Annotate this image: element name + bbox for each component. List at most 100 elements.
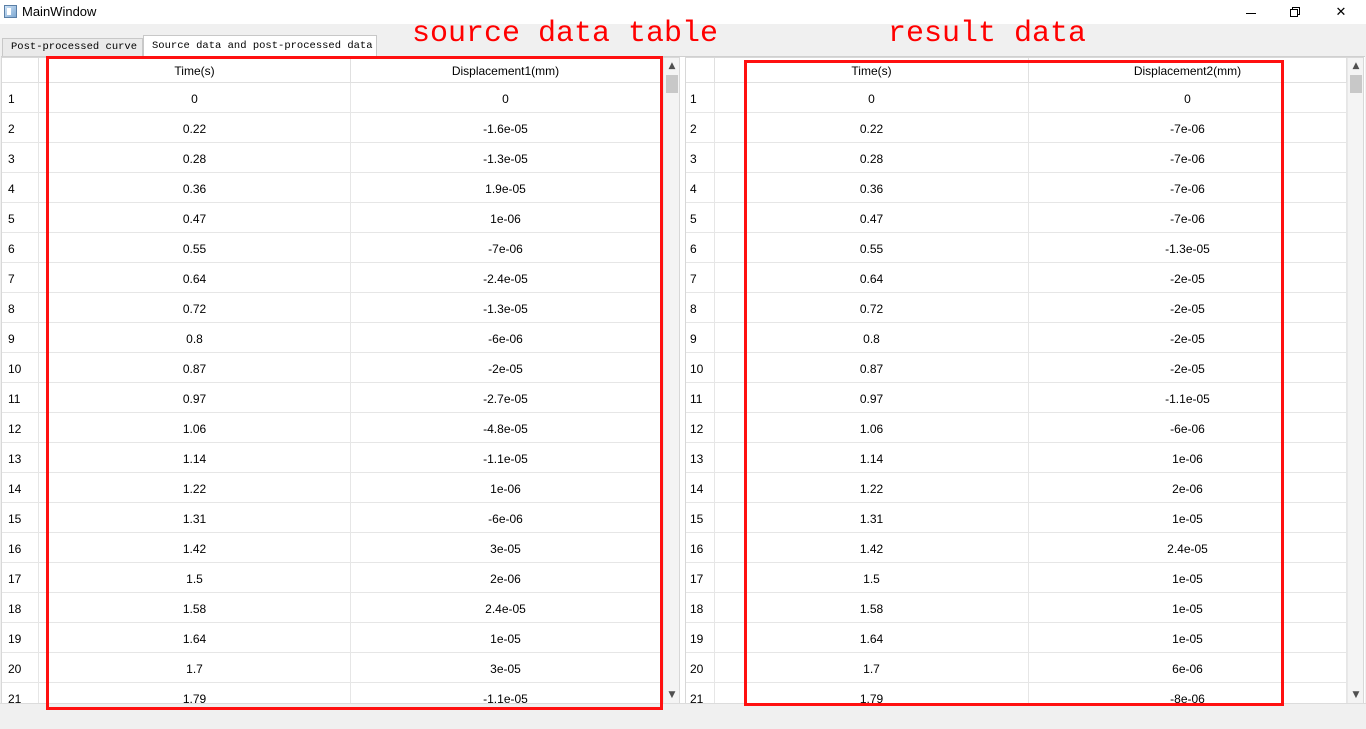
table-row[interactable]: 11 0.97 -1.1e-05 [686, 383, 1347, 413]
table-row[interactable]: 17 1.5 1e-05 [686, 563, 1347, 593]
row-number[interactable]: 10 [2, 353, 39, 383]
cell-displacement[interactable]: -1.3e-05 [351, 143, 661, 173]
cell-displacement[interactable]: -1.1e-05 [1029, 383, 1347, 413]
cell-displacement[interactable]: 1e-06 [351, 203, 661, 233]
cell-displacement[interactable]: 6e-06 [1029, 653, 1347, 683]
row-number[interactable]: 12 [686, 413, 715, 443]
row-number[interactable]: 18 [686, 593, 715, 623]
cell-time[interactable]: 1.64 [39, 623, 351, 653]
table-row[interactable]: 13 1.14 1e-06 [686, 443, 1347, 473]
table-row[interactable]: 11 0.97 -2.7e-05 [2, 383, 663, 413]
row-number[interactable]: 2 [2, 113, 39, 143]
cell-time[interactable]: 0.87 [39, 353, 351, 383]
row-number[interactable]: 6 [686, 233, 715, 263]
cell-time[interactable]: 1.06 [715, 413, 1029, 443]
table-row[interactable]: 18 1.58 1e-05 [686, 593, 1347, 623]
table-row[interactable]: 6 0.55 -7e-06 [2, 233, 663, 263]
table-row[interactable]: 8 0.72 -1.3e-05 [2, 293, 663, 323]
cell-displacement[interactable]: 2e-06 [1029, 473, 1347, 503]
cell-displacement[interactable]: 2e-06 [351, 563, 661, 593]
table-row[interactable]: 3 0.28 -7e-06 [686, 143, 1347, 173]
cell-time[interactable]: 0.47 [715, 203, 1029, 233]
row-number[interactable]: 3 [2, 143, 39, 173]
table-row[interactable]: 6 0.55 -1.3e-05 [686, 233, 1347, 263]
cell-time[interactable]: 1.22 [39, 473, 351, 503]
cell-time[interactable]: 1.79 [39, 683, 351, 703]
row-number[interactable]: 10 [686, 353, 715, 383]
result-vertical-scrollbar[interactable]: ▲ ▼ [1347, 58, 1363, 703]
table-row[interactable]: 9 0.8 -2e-05 [686, 323, 1347, 353]
cell-time[interactable]: 0.64 [39, 263, 351, 293]
column-header-displacement2[interactable]: Displacement2(mm) [1029, 58, 1347, 83]
cell-time[interactable]: 0.87 [715, 353, 1029, 383]
row-number[interactable]: 17 [686, 563, 715, 593]
row-number[interactable]: 13 [686, 443, 715, 473]
table-row[interactable]: 2 0.22 -1.6e-05 [2, 113, 663, 143]
cell-time[interactable]: 1.5 [715, 563, 1029, 593]
scroll-down-icon[interactable]: ▼ [668, 690, 676, 700]
table-row[interactable]: 10 0.87 -2e-05 [2, 353, 663, 383]
table-row[interactable]: 14 1.22 2e-06 [686, 473, 1347, 503]
cell-time[interactable]: 1.58 [715, 593, 1029, 623]
row-number[interactable]: 15 [2, 503, 39, 533]
table-row[interactable]: 16 1.42 2.4e-05 [686, 533, 1347, 563]
row-number[interactable]: 13 [2, 443, 39, 473]
table-row[interactable]: 20 1.7 3e-05 [2, 653, 663, 683]
row-number[interactable]: 4 [2, 173, 39, 203]
cell-time[interactable]: 0.8 [39, 323, 351, 353]
table-row[interactable]: 2 0.22 -7e-06 [686, 113, 1347, 143]
cell-time[interactable]: 0.28 [39, 143, 351, 173]
row-number[interactable]: 7 [686, 263, 715, 293]
row-number[interactable]: 14 [686, 473, 715, 503]
table-row[interactable]: 19 1.64 1e-05 [686, 623, 1347, 653]
cell-time[interactable]: 1.79 [715, 683, 1029, 703]
cell-time[interactable]: 0.36 [715, 173, 1029, 203]
scroll-thumb[interactable] [1350, 75, 1362, 93]
minimize-button[interactable] [1228, 0, 1274, 24]
row-number[interactable]: 1 [2, 83, 39, 113]
cell-displacement[interactable]: -1.3e-05 [1029, 233, 1347, 263]
cell-displacement[interactable]: -1.1e-05 [351, 443, 661, 473]
cell-displacement[interactable]: -2.7e-05 [351, 383, 661, 413]
table-row[interactable]: 9 0.8 -6e-06 [2, 323, 663, 353]
row-number[interactable]: 12 [2, 413, 39, 443]
row-number[interactable]: 20 [2, 653, 39, 683]
cell-time[interactable]: 1.31 [715, 503, 1029, 533]
row-number[interactable]: 18 [2, 593, 39, 623]
source-data-table[interactable]: Time(s) Displacement1(mm) 1 0 0 2 0.22 -1.6e-… [1, 57, 680, 704]
table-row[interactable]: 5 0.47 1e-06 [2, 203, 663, 233]
result-data-table[interactable]: Time(s) Displacement2(mm) 1 0 0 2 0.22 -7e-06… [685, 57, 1364, 704]
table-row[interactable]: 14 1.22 1e-06 [2, 473, 663, 503]
row-number[interactable]: 21 [686, 683, 715, 703]
cell-displacement[interactable]: -2e-05 [1029, 323, 1347, 353]
column-header-time[interactable]: Time(s) [39, 58, 351, 83]
table-row[interactable]: 12 1.06 -6e-06 [686, 413, 1347, 443]
row-number[interactable]: 1 [686, 83, 715, 113]
cell-displacement[interactable]: -6e-06 [351, 503, 661, 533]
row-number[interactable]: 8 [686, 293, 715, 323]
cell-displacement[interactable]: -7e-06 [1029, 113, 1347, 143]
row-number[interactable]: 21 [2, 683, 39, 703]
cell-time[interactable]: 0.55 [39, 233, 351, 263]
cell-displacement[interactable]: -2.4e-05 [351, 263, 661, 293]
cell-time[interactable]: 0.97 [39, 383, 351, 413]
table-row[interactable]: 10 0.87 -2e-05 [686, 353, 1347, 383]
row-number[interactable]: 4 [686, 173, 715, 203]
table-row[interactable]: 3 0.28 -1.3e-05 [2, 143, 663, 173]
row-number[interactable]: 6 [2, 233, 39, 263]
row-number[interactable]: 16 [2, 533, 39, 563]
cell-time[interactable]: 1.64 [715, 623, 1029, 653]
row-number[interactable]: 5 [2, 203, 39, 233]
cell-time[interactable]: 0.47 [39, 203, 351, 233]
cell-displacement[interactable]: -6e-06 [1029, 413, 1347, 443]
table-row[interactable]: 5 0.47 -7e-06 [686, 203, 1347, 233]
cell-time[interactable]: 1.06 [39, 413, 351, 443]
row-number[interactable]: 17 [2, 563, 39, 593]
row-number[interactable]: 7 [2, 263, 39, 293]
row-number[interactable]: 14 [2, 473, 39, 503]
cell-time[interactable]: 1.5 [39, 563, 351, 593]
table-row[interactable]: 4 0.36 1.9e-05 [2, 173, 663, 203]
cell-displacement[interactable]: 0 [351, 83, 661, 113]
cell-time[interactable]: 1.14 [39, 443, 351, 473]
